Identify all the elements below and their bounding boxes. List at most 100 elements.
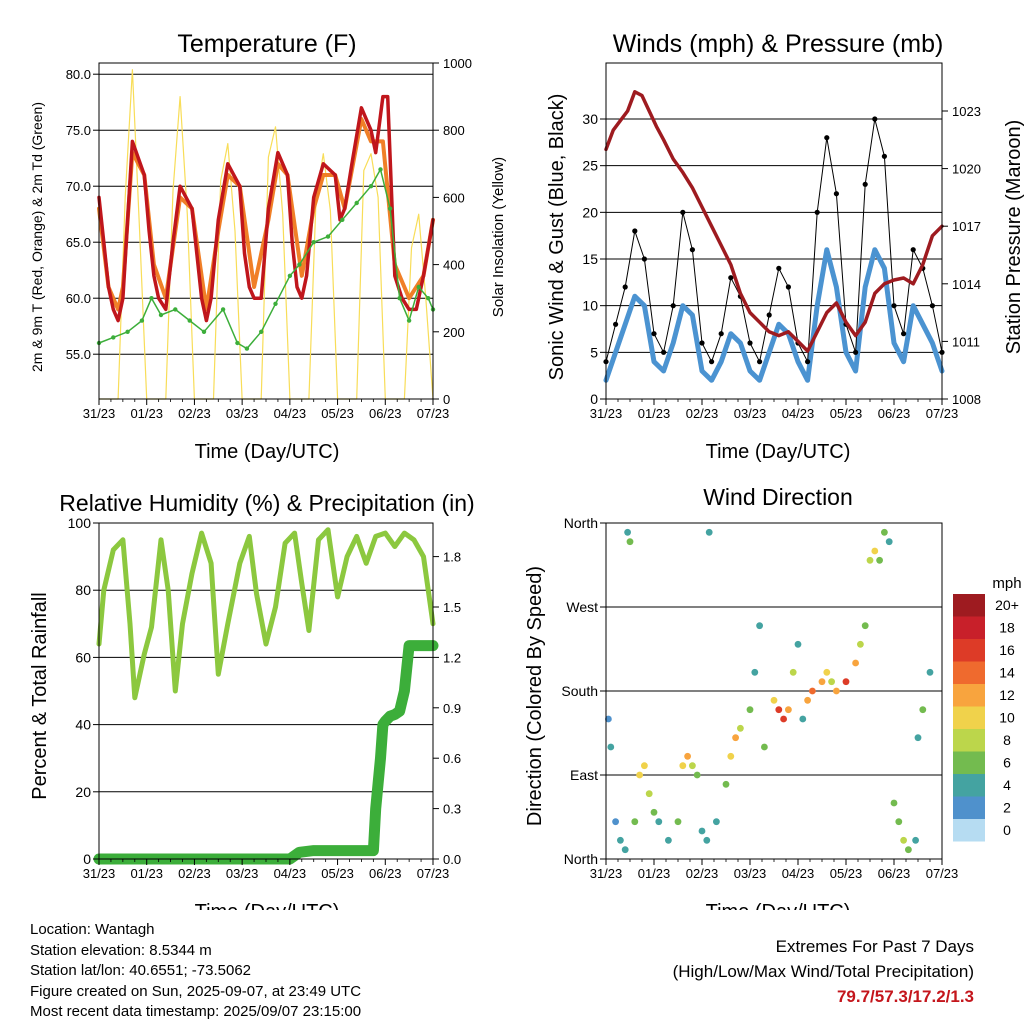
y2-tick-label: 1014 xyxy=(952,277,981,292)
x-tick-label: 31/23 xyxy=(83,406,116,421)
x-tick-label: 06/23 xyxy=(369,866,402,881)
speed-color-legend: 20+ 18 16 14 12 10 8 6 4 2 0 xyxy=(953,594,1019,842)
y-tick-label: 55.0 xyxy=(66,347,91,362)
y-tick-label: South xyxy=(561,683,598,699)
direction-point xyxy=(828,678,835,686)
direction-point xyxy=(770,696,778,704)
dewpoint-point xyxy=(220,307,226,312)
direction-point xyxy=(900,836,907,844)
y2-tick-label: 200 xyxy=(443,325,465,340)
temp-2m-line xyxy=(97,94,435,323)
winds-title: Winds (mph) & Pressure (mb) xyxy=(613,30,944,58)
direction-point xyxy=(689,762,696,770)
extremes-heading: Extremes For Past 7 Days xyxy=(775,937,974,956)
direction-point xyxy=(641,762,648,770)
legend-label: 20+ xyxy=(995,597,1019,613)
direction-ylabel-left: Direction (Colored By Speed) xyxy=(524,566,546,826)
humidity-axes: 0 20 40 60 80 100 0.0 0.3 0.6 0.9 1.2 1.5 1.8 31/23 01… xyxy=(68,515,461,881)
y2-tick-label: 0.3 xyxy=(443,802,461,817)
direction-point xyxy=(919,706,927,714)
plot-frame xyxy=(98,522,434,860)
temperature-xlabel: Time (Day/UTC) xyxy=(195,441,340,463)
direction-point xyxy=(833,687,840,695)
direction-point xyxy=(912,836,919,844)
direction-point xyxy=(751,668,759,676)
direction-point xyxy=(799,715,807,723)
direction-point xyxy=(607,743,615,751)
direction-panel: Wind Direction Time (Day/UTC) Direction … xyxy=(524,484,1022,910)
direction-plot-area xyxy=(605,528,934,854)
y-tick-label: 20 xyxy=(75,784,91,800)
x-tick-label: 07/23 xyxy=(926,406,959,421)
gust-line xyxy=(605,118,943,363)
plot-frame xyxy=(605,62,943,400)
legend-label: 14 xyxy=(999,665,1015,681)
x-tick-label: 31/23 xyxy=(590,406,623,421)
direction-point xyxy=(857,640,864,648)
legend-swatch xyxy=(953,751,985,774)
dewpoint-point xyxy=(139,318,145,323)
station-elevation: Station elevation: 8.5344 m xyxy=(30,941,212,959)
x-tick-label: 07/23 xyxy=(417,866,450,881)
direction-point xyxy=(789,668,797,676)
direction-point xyxy=(818,678,826,686)
y2-tick-label: 1.5 xyxy=(443,600,461,615)
temperature-ylabel-left: 2m & 9m T (Red, Orange) & 2m Td (Green) xyxy=(29,102,45,372)
direction-point xyxy=(885,538,893,546)
y2-tick-label: 0.6 xyxy=(443,751,461,766)
dewpoint-point xyxy=(416,284,421,290)
dewpoint-point xyxy=(173,307,178,312)
extremes-values: 79.7/57.3/17.2/1.3 xyxy=(836,987,974,1006)
direction-point xyxy=(895,818,903,826)
direction-point xyxy=(645,790,653,798)
y-tick-label: 75.0 xyxy=(66,123,91,138)
legend-label: 4 xyxy=(1003,777,1011,793)
y-tick-label: 70.0 xyxy=(66,179,91,194)
x-tick-label: 04/23 xyxy=(782,866,815,881)
direction-point xyxy=(809,687,816,695)
dewpoint-point xyxy=(235,340,240,346)
y2-tick-label: 1000 xyxy=(443,56,472,71)
temperature-title: Temperature (F) xyxy=(177,30,356,58)
dewpoint-point xyxy=(273,301,278,306)
y-tick-label: 15 xyxy=(582,251,598,267)
y-tick-label: West xyxy=(566,599,598,615)
x-tick-label: 06/23 xyxy=(369,406,402,421)
x-tick-label: 03/23 xyxy=(226,866,259,881)
x-tick-label: 31/23 xyxy=(590,866,623,881)
y2-tick-label: 1023 xyxy=(952,104,981,119)
y-tick-label: 60 xyxy=(75,649,91,665)
legend-swatch xyxy=(953,729,985,752)
y2-tick-label: 1017 xyxy=(952,219,981,234)
dewpoint-point xyxy=(158,312,164,318)
x-tick-label: 03/23 xyxy=(226,406,259,421)
x-tick-label: 01/23 xyxy=(130,406,163,421)
y-tick-label: 25 xyxy=(582,158,598,174)
y2-tick-label: 0.9 xyxy=(443,701,461,716)
direction-point xyxy=(698,827,706,835)
direction-xlabel: Time (Day/UTC) xyxy=(706,901,851,910)
x-tick-label: 07/23 xyxy=(926,866,959,881)
direction-point xyxy=(727,752,735,760)
x-tick-label: 04/23 xyxy=(274,406,307,421)
figure-canvas: Temperature (F) Time (Day/UTC) 2m & 9m T… xyxy=(29,30,1024,910)
x-tick-label: 05/23 xyxy=(830,406,863,421)
x-tick-label: 04/23 xyxy=(782,406,815,421)
y2-tick-label: 0 xyxy=(443,392,450,407)
direction-point xyxy=(905,846,912,854)
legend-swatch xyxy=(953,616,985,639)
x-tick-label: 06/23 xyxy=(878,406,911,421)
winds-ylabel-right: Station Pressure (Maroon) xyxy=(1003,120,1024,355)
direction-point xyxy=(746,706,754,714)
direction-point xyxy=(861,622,869,630)
direction-point xyxy=(785,706,792,714)
direction-point xyxy=(693,771,701,779)
x-tick-label: 01/23 xyxy=(638,406,671,421)
direction-point xyxy=(737,724,744,732)
dewpoint-point xyxy=(406,318,412,323)
temperature-ylabel-right: Solar Insolation (Yellow) xyxy=(490,157,507,317)
extremes-box: Extremes For Past 7 Days (High/Low/Max W… xyxy=(673,934,974,1009)
direction-point xyxy=(756,622,763,630)
legend-swatch xyxy=(953,819,985,842)
